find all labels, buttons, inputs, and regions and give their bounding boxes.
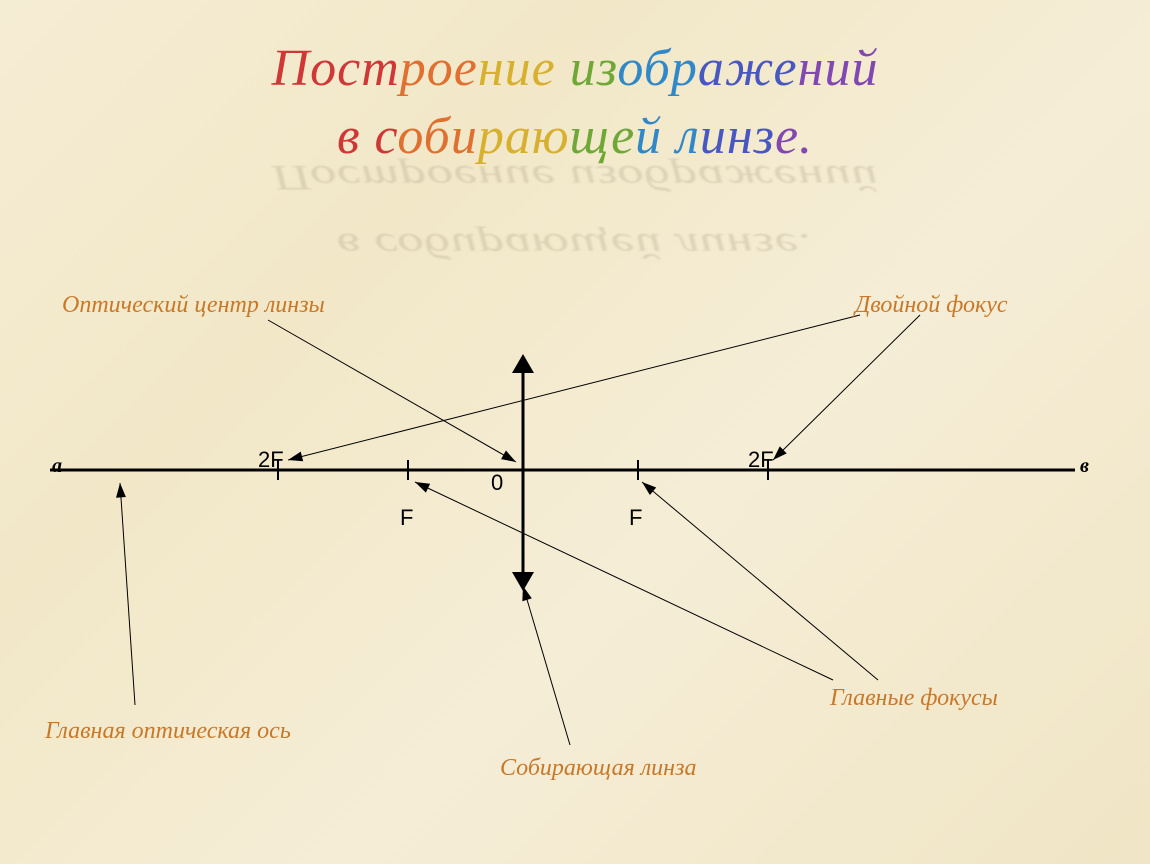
- title-container: Построение изображений Построение изобра…: [0, 0, 1150, 171]
- title-text-2: в собирающей линзе.: [0, 103, 1150, 171]
- title-line-1: Построение изображений Построение изобра…: [0, 35, 1150, 103]
- title-line-2: в собирающей линзе. в собирающей линзе.: [0, 103, 1150, 171]
- axis-label-right-2f: 2F: [748, 447, 774, 473]
- axis-label-a: а: [52, 455, 62, 478]
- axis-label-zero: 0: [491, 470, 503, 496]
- axis-label-left-2f: 2F: [258, 447, 284, 473]
- axis-label-left-f: F: [400, 505, 413, 531]
- axis-label-b: в: [1080, 455, 1089, 478]
- lens-diagram: Оптический центр линзы Двойной фокус Гла…: [0, 260, 1150, 820]
- label-main-foci: Главные фокусы: [830, 685, 998, 712]
- title-text-1: Построение изображений: [0, 35, 1150, 103]
- label-double-focus: Двойной фокус: [855, 292, 1008, 319]
- label-collecting-lens: Собирающая линза: [500, 755, 696, 782]
- label-optical-center: Оптический центр линзы: [62, 292, 325, 319]
- axis-label-right-f: F: [629, 505, 642, 531]
- label-main-axis: Главная оптическая ось: [45, 718, 291, 745]
